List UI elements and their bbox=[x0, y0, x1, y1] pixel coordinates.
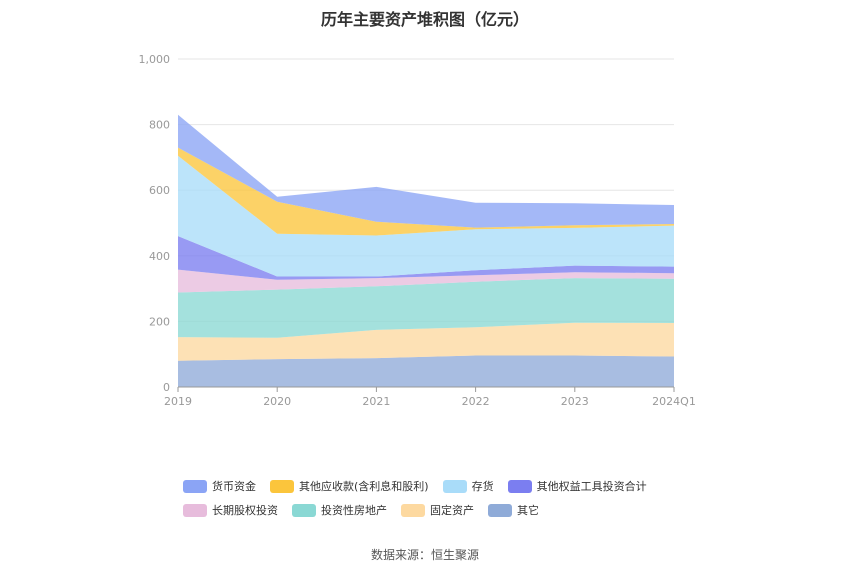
x-tick-label: 2019 bbox=[164, 395, 192, 408]
legend-item[interactable]: 其他应收款(含利息和股利) bbox=[270, 478, 429, 494]
x-tick-label: 2020 bbox=[263, 395, 291, 408]
x-tick-label: 2021 bbox=[362, 395, 390, 408]
area-series[interactable] bbox=[178, 278, 674, 338]
legend-label: 其他应收款(含利息和股利) bbox=[299, 480, 429, 493]
legend-swatch bbox=[507, 479, 532, 493]
x-tick-label: 2023 bbox=[561, 395, 589, 408]
legend-swatch bbox=[183, 479, 207, 493]
area-series[interactable] bbox=[178, 355, 674, 388]
area-series[interactable] bbox=[178, 269, 674, 293]
legend-label: 其它 bbox=[517, 504, 539, 517]
legend-item[interactable]: 存货 bbox=[442, 478, 494, 494]
y-tick-label: 1,000 bbox=[139, 53, 171, 66]
area-series[interactable] bbox=[178, 155, 674, 277]
area-series[interactable] bbox=[178, 236, 674, 280]
legend-label: 投资性房地产 bbox=[321, 504, 387, 517]
legend-label: 货币资金 bbox=[212, 480, 256, 493]
y-tick-label: 0 bbox=[163, 381, 170, 394]
legend-item[interactable]: 其他权益工具投资合计 bbox=[507, 478, 647, 494]
x-tick-label: 2022 bbox=[462, 395, 490, 408]
legend-swatch bbox=[292, 503, 316, 517]
legend-label: 其他权益工具投资合计 bbox=[536, 480, 647, 493]
legend-item[interactable]: 投资性房地产 bbox=[292, 502, 387, 518]
chart-title: 历年主要资产堆积图（亿元） bbox=[320, 10, 529, 29]
legend-swatch bbox=[488, 503, 512, 517]
legend-label: 存货 bbox=[471, 480, 494, 493]
legend-label: 长期股权投资 bbox=[212, 504, 278, 517]
legend: 货币资金 其他应收款(含利息和股利) 存货 其他权益工具投资合计 长期股权投资 … bbox=[183, 474, 703, 522]
y-tick-label: 400 bbox=[149, 250, 170, 263]
area-series[interactable] bbox=[178, 114, 674, 228]
legend-swatch bbox=[401, 503, 425, 517]
legend-swatch bbox=[183, 503, 207, 517]
legend-item[interactable]: 固定资产 bbox=[401, 502, 474, 518]
y-tick-label: 600 bbox=[149, 184, 170, 197]
y-tick-label: 200 bbox=[149, 315, 170, 328]
source-note: 数据来源：恒生聚源 bbox=[370, 548, 479, 562]
area-series[interactable] bbox=[178, 147, 674, 236]
legend-row-1: 货币资金 其他应收款(含利息和股利) 存货 其他权益工具投资合计 bbox=[183, 474, 703, 498]
legend-swatch bbox=[442, 479, 467, 493]
legend-label: 固定资产 bbox=[430, 504, 474, 517]
legend-swatch bbox=[270, 479, 294, 493]
legend-item[interactable]: 长期股权投资 bbox=[183, 502, 278, 518]
x-tick-label: 2024Q1 bbox=[652, 395, 696, 408]
legend-item[interactable]: 货币资金 bbox=[183, 478, 256, 494]
area-series[interactable] bbox=[178, 322, 674, 361]
y-tick-label: 800 bbox=[149, 119, 170, 132]
legend-row-2: 长期股权投资 投资性房地产 固定资产 其它 bbox=[183, 498, 703, 522]
legend-item[interactable]: 其它 bbox=[488, 502, 539, 518]
